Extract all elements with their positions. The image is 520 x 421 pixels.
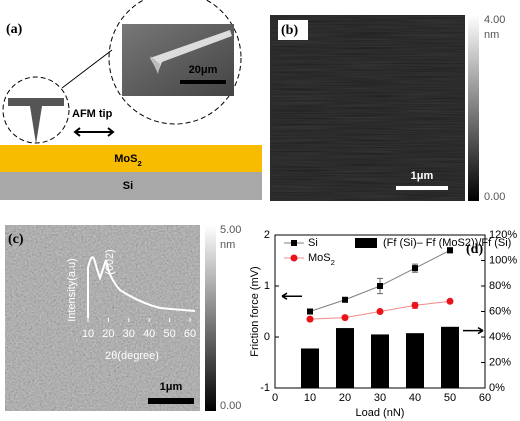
- layer-label: Si: [123, 180, 133, 192]
- axis-arrow: [281, 292, 302, 300]
- scale-bar: [180, 80, 226, 84]
- connector: [61, 49, 113, 89]
- panel-a: (a) 20μm AFM tip MoS2 Si: [0, 0, 262, 200]
- inset-x-label: 2θ(degree): [105, 350, 159, 362]
- panel-label: (c): [8, 232, 24, 247]
- colorbar-max: 5.00: [220, 224, 241, 236]
- colorbar-min: 0.00: [484, 191, 505, 203]
- scale-bar: [148, 398, 194, 404]
- colorbar-min: 0.00: [220, 400, 241, 412]
- y-axis-label: Friction force (mV): [249, 266, 261, 356]
- colorbar: [468, 15, 479, 201]
- panel-label: (b): [281, 23, 298, 38]
- afm-image: [5, 225, 200, 411]
- inset-tick-label: 60: [184, 328, 196, 340]
- x-tick-label: 40: [409, 392, 421, 404]
- legend-marker: [290, 254, 298, 262]
- y2-tick-label: 0%: [489, 382, 505, 394]
- label-box: [278, 20, 308, 40]
- bar: [371, 334, 389, 388]
- marker: [412, 265, 418, 272]
- y2-tick-label: 20%: [489, 356, 511, 368]
- colorbar-unit: nm: [220, 239, 235, 251]
- x-tick-label: 20: [339, 392, 351, 404]
- legend-label: (Ff (Si)– Ff (MoS2))/Ff (Si): [383, 237, 511, 249]
- afm-tip: [8, 98, 64, 144]
- afm-tone: [5, 225, 200, 411]
- x-tick-label: 50: [444, 392, 456, 404]
- y2-tick-label: 60%: [489, 305, 511, 317]
- si-layer: [0, 172, 262, 200]
- scale-text: 1μm: [411, 170, 434, 182]
- marker: [377, 283, 383, 289]
- bar: [336, 328, 354, 388]
- x-tick-label: 60: [479, 392, 491, 404]
- y-tick-label: -1: [260, 382, 270, 394]
- y2-tick-label: 40%: [489, 331, 511, 343]
- panel-label: (a): [6, 22, 23, 37]
- bar: [406, 333, 424, 388]
- marker: [447, 247, 453, 254]
- bar: [441, 326, 459, 388]
- scale-text: 20μm: [189, 64, 218, 76]
- sem-tip: [150, 56, 160, 74]
- legend-label: Si: [308, 237, 318, 249]
- legend-marker: [291, 240, 297, 246]
- colorbar-max: 4.00: [484, 14, 505, 26]
- y-tick-label: 0: [264, 331, 270, 343]
- x-tick-label: 0: [272, 392, 278, 404]
- legend-label: MoS2: [308, 252, 335, 267]
- tip-label: AFM tip: [72, 108, 113, 120]
- x-axis-label: Load (nN): [356, 407, 405, 419]
- bar: [301, 348, 319, 388]
- legend-swatch: [355, 238, 377, 248]
- scale-text: 1μm: [160, 381, 183, 393]
- inset-tick-label: 10: [82, 328, 94, 340]
- marker: [411, 301, 419, 309]
- y-tick-label: 2: [264, 229, 270, 241]
- x-tick-label: 30: [374, 392, 386, 404]
- marker: [341, 314, 349, 322]
- panel-c: (c) Intensity(a.u) (002) 2θ(degree) 1μm …: [5, 224, 241, 412]
- mos2-layer: [0, 145, 262, 172]
- double-arrow: [73, 127, 115, 137]
- inset-tick-label: 50: [163, 328, 175, 340]
- marker: [307, 308, 313, 315]
- x-tick-label: 10: [304, 392, 316, 404]
- colorbar: [205, 225, 216, 411]
- panel-b: (b) 1μm 4.00 nm 0.00: [270, 14, 505, 203]
- inset-tick-label: 30: [123, 328, 135, 340]
- scale-bar: [396, 186, 448, 190]
- marker: [376, 308, 384, 315]
- peak-label: (002): [104, 249, 116, 275]
- axis-arrow: [463, 326, 484, 335]
- layer-label: MoS2: [114, 153, 142, 168]
- y-tick-label: 1: [264, 280, 270, 292]
- xrd-curve: [87, 256, 196, 318]
- y2-tick-label: 100%: [489, 254, 517, 266]
- marker: [342, 296, 348, 303]
- y2-tick-label: 80%: [489, 280, 511, 292]
- inset-y-label: Intensity(a.u): [66, 258, 78, 322]
- y2-tick-label: 120%: [489, 229, 517, 241]
- marker: [446, 297, 454, 305]
- inset-tick-label: 40: [143, 328, 155, 340]
- cantilever: [150, 30, 232, 72]
- inset-tick-label: 20: [102, 328, 114, 340]
- marker: [306, 315, 314, 323]
- afm-texture: [270, 15, 465, 201]
- colorbar-unit: nm: [484, 29, 499, 41]
- panel-label: (d): [466, 242, 483, 257]
